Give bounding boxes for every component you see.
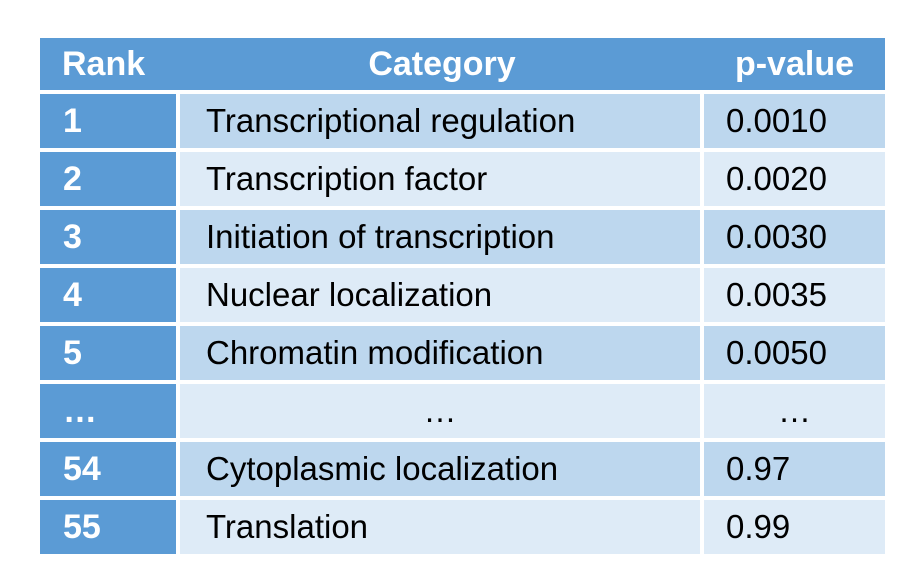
category-cell: Initiation of transcription	[180, 210, 700, 264]
rank-cell: …	[40, 384, 176, 438]
pvalue-cell: 0.99	[704, 500, 885, 554]
pvalue-cell: 0.0010	[704, 94, 885, 148]
pvalue-cell: 0.0050	[704, 326, 885, 380]
pvalue-cell: 0.0030	[704, 210, 885, 264]
table-row: 2 Transcription factor 0.0020	[40, 152, 885, 206]
category-cell: Transcription factor	[180, 152, 700, 206]
category-cell: …	[180, 384, 700, 438]
table-row: 1 Transcriptional regulation 0.0010	[40, 94, 885, 148]
ranked-category-table: Rank Category p-value 1 Transcriptional …	[40, 38, 885, 554]
table-row: 4 Nuclear localization 0.0035	[40, 268, 885, 322]
pvalue-cell: 0.0020	[704, 152, 885, 206]
table-row: 54 Cytoplasmic localization 0.97	[40, 442, 885, 496]
table-row: 3 Initiation of transcription 0.0030	[40, 210, 885, 264]
rank-cell: 3	[40, 210, 176, 264]
rank-cell: 55	[40, 500, 176, 554]
category-cell: Nuclear localization	[180, 268, 700, 322]
category-cell: Translation	[180, 500, 700, 554]
pvalue-cell: …	[704, 384, 885, 438]
category-cell: Chromatin modification	[180, 326, 700, 380]
rank-cell: 54	[40, 442, 176, 496]
column-header-category: Category	[368, 44, 516, 83]
rank-cell: 5	[40, 326, 176, 380]
column-header-rank: Rank	[62, 44, 146, 83]
category-cell: Transcriptional regulation	[180, 94, 700, 148]
table-row-ellipsis: … … …	[40, 384, 885, 438]
column-header-pvalue: p-value	[734, 44, 855, 83]
pvalue-cell: 0.97	[704, 442, 885, 496]
table-row: 5 Chromatin modification 0.0050	[40, 326, 885, 380]
pvalue-cell: 0.0035	[704, 268, 885, 322]
rank-cell: 4	[40, 268, 176, 322]
rank-cell: 1	[40, 94, 176, 148]
table-row: 55 Translation 0.99	[40, 500, 885, 554]
category-cell: Cytoplasmic localization	[180, 442, 700, 496]
rank-cell: 2	[40, 152, 176, 206]
table-header-row: Rank Category p-value	[40, 38, 885, 90]
